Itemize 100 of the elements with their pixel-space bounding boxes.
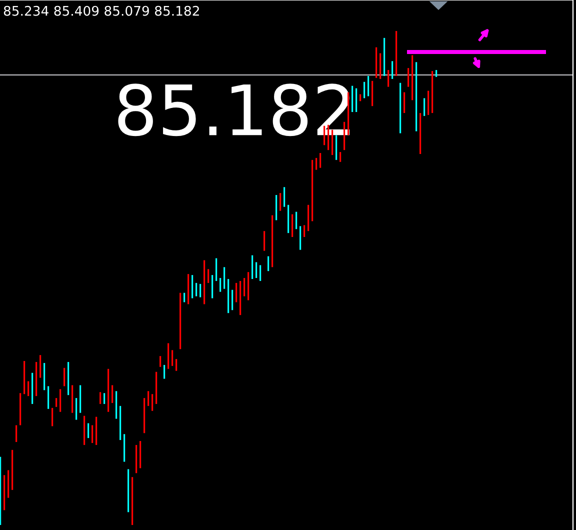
candlestick	[380, 53, 382, 79]
text: 85.234 85.409 85.079 85.182	[4, 6, 199, 16]
candlestick	[260, 265, 262, 281]
candlestick	[56, 398, 58, 407]
candlestick	[132, 477, 134, 525]
candlestick	[376, 47, 378, 78]
candlestick	[288, 204, 290, 234]
candlestick	[192, 275, 194, 298]
candlestick	[36, 362, 38, 396]
candlestick	[312, 160, 314, 222]
candlestick	[92, 425, 94, 443]
candlestick	[308, 204, 310, 232]
candlestick	[292, 214, 294, 237]
candlestick	[304, 225, 306, 237]
candlestick	[152, 394, 154, 411]
candlestick	[60, 389, 62, 412]
candlestick	[24, 360, 26, 394]
candlestick	[232, 290, 234, 310]
candlestick	[156, 372, 158, 404]
candlestick	[280, 193, 282, 211]
candlestick	[404, 92, 406, 114]
candlestick	[200, 284, 202, 298]
candlestick	[172, 350, 174, 366]
candlestick	[136, 444, 138, 474]
candlestick	[184, 292, 186, 302]
candlestick	[180, 292, 182, 350]
candlestick	[204, 260, 206, 304]
candlestick	[16, 425, 18, 442]
candlestick	[108, 368, 110, 412]
candlestick	[160, 356, 162, 367]
candlestick	[68, 362, 70, 396]
candlestick	[220, 278, 222, 292]
candlestick	[296, 212, 298, 230]
candlestick	[412, 55, 414, 100]
candlestick	[72, 385, 74, 413]
candlestick	[120, 406, 122, 440]
candlestick	[88, 423, 90, 438]
candlestick	[100, 392, 102, 404]
candlestick	[80, 385, 82, 413]
candlestick	[248, 272, 250, 300]
candlestick	[256, 262, 258, 278]
candlestick	[64, 368, 66, 386]
candlestick	[196, 282, 198, 296]
candlestick	[300, 226, 302, 250]
candlestick	[320, 153, 322, 168]
candlestick	[332, 130, 334, 155]
candlestick	[228, 278, 230, 314]
candlestick	[396, 31, 398, 76]
candlestick	[116, 391, 118, 419]
candlestick	[8, 470, 10, 498]
candlestick	[216, 258, 218, 281]
candlestick	[124, 434, 126, 462]
candlestick	[4, 475, 6, 510]
candlestick	[384, 38, 386, 76]
candlestick	[112, 385, 114, 403]
candlestick	[372, 80, 374, 106]
candlestick	[20, 393, 22, 426]
candlestick	[360, 94, 362, 102]
candlestick	[76, 398, 78, 420]
candlestick	[48, 386, 50, 409]
candlestick	[352, 86, 354, 112]
candlestick	[28, 381, 30, 396]
candlestick	[368, 76, 370, 96]
candlestick	[212, 275, 214, 298]
candlestick	[40, 355, 42, 378]
candlestick	[188, 274, 190, 304]
candlestick	[52, 408, 54, 426]
candlestick	[244, 278, 246, 296]
candlestick	[144, 398, 146, 434]
candlestick	[392, 61, 394, 79]
candlestick	[268, 256, 270, 272]
candlestick	[148, 391, 150, 406]
candlestick	[316, 158, 318, 170]
candlestick	[388, 70, 390, 87]
candlestick	[164, 364, 166, 379]
candlestick	[276, 195, 278, 220]
candlestick	[176, 359, 178, 371]
candlestick	[340, 152, 342, 162]
candlestick	[224, 267, 226, 289]
candlestick	[208, 269, 210, 283]
candlestick	[356, 88, 358, 112]
candlestick	[284, 187, 286, 207]
candlestick	[336, 135, 338, 160]
candlestick	[252, 255, 254, 279]
candlestick	[32, 372, 34, 404]
candlestick	[420, 113, 422, 154]
candlestick	[168, 343, 170, 369]
candlestick	[140, 441, 142, 468]
candlestick	[96, 416, 98, 445]
candlestick	[364, 82, 366, 98]
candlestick	[12, 450, 14, 490]
candlestick	[424, 98, 426, 116]
candlestick	[44, 362, 46, 390]
candlestick	[240, 280, 242, 316]
candlestick	[264, 231, 266, 251]
candlestick	[436, 70, 438, 77]
candlestick	[104, 393, 106, 404]
candlestick	[408, 68, 410, 87]
candlestick	[236, 282, 238, 302]
candlestick	[432, 71, 434, 114]
